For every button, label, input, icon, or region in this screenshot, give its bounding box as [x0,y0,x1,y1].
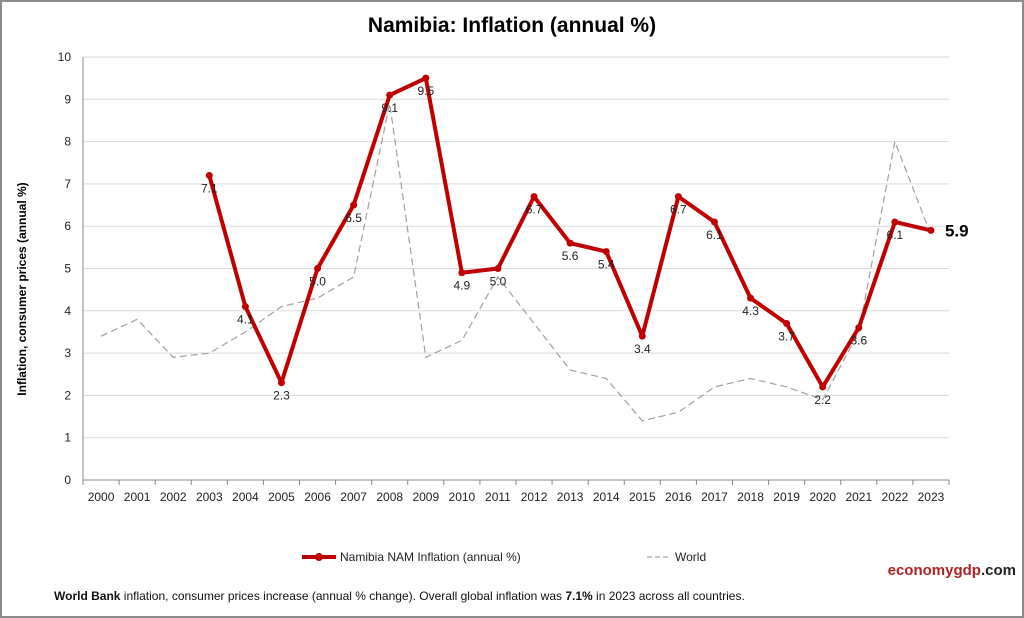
chart-title: Namibia: Inflation (annual %) [367,14,657,37]
x-tick-label: 2019 [773,490,800,504]
x-tick-label: 2003 [196,490,223,504]
data-label: 4.3 [742,304,759,318]
x-tick-label: 2021 [845,490,872,504]
data-label: 4.1 [237,313,254,327]
y-tick-label: 7 [64,177,71,191]
x-tick-label: 2010 [449,490,476,504]
namibia-point [891,218,899,226]
legend-swatch-namibia [302,553,336,561]
x-tick-label: 2011 [485,490,511,504]
y-tick-label: 2 [64,388,71,402]
namibia-point [314,265,322,272]
x-tick-label: 2022 [882,490,909,504]
y-tick-label: 5 [64,262,71,276]
namibia-point [566,239,574,247]
y-tick-label: 3 [64,346,71,360]
x-tick-label: 2005 [268,490,295,504]
namibia-point [458,269,466,277]
x-tick-label: 2017 [701,490,728,504]
namibia-point [855,324,863,332]
data-label: 6.7 [670,203,687,217]
namibia-point [205,171,213,179]
namibia-point [277,379,285,387]
data-label: 5.0 [490,275,507,289]
namibia-point [494,265,502,272]
namibia-point [638,332,646,340]
x-tick-label: 2023 [918,490,945,504]
legend-label-namibia: Namibia NAM Inflation (annual %) [340,550,521,564]
namibia-point [241,303,249,311]
y-tick-label: 0 [64,473,71,487]
data-label: 3.4 [634,342,651,356]
data-label: 2.2 [814,393,831,407]
legend-label-world: World [675,550,707,564]
data-label: 6.5 [345,211,362,225]
namibia-point [530,193,538,201]
legend-swatch-world [647,556,671,558]
x-tick-label: 2009 [412,490,439,504]
data-label: 7.1 [201,181,218,195]
data-label: 9.5 [417,84,434,98]
world-line [100,103,932,422]
x-tick-label: 2016 [665,490,692,504]
data-label: 4.9 [454,279,471,293]
x-tick-label: 2004 [232,490,259,504]
data-label: 6.1 [706,228,723,242]
brand-logo: economygdp.com [887,562,1016,579]
x-tick-label: 2012 [521,490,548,504]
y-tick-label: 1 [64,431,71,445]
namibia-point [927,226,935,234]
data-label: 2.3 [273,389,290,403]
x-tick-label: 2007 [340,490,367,504]
namibia-point [783,319,791,327]
x-tick-label: 2013 [557,490,584,504]
data-label: 5.0 [309,275,326,289]
data-label: 5.6 [562,249,579,263]
x-tick-label: 2018 [737,490,764,504]
x-tick-label: 2002 [160,490,187,504]
y-tick-label: 4 [64,304,71,318]
x-tick-label: 2020 [809,490,836,504]
namibia-point [602,248,610,256]
x-tick-label: 2015 [629,490,656,504]
data-label: 9.1 [381,101,398,115]
y-tick-label: 10 [58,50,72,64]
y-tick-label: 6 [64,219,71,233]
data-label: 5.4 [598,258,615,272]
x-tick-label: 2014 [593,490,620,504]
namibia-line [207,76,932,389]
x-tick-label: 2006 [304,490,331,504]
data-label: 6.7 [526,203,543,217]
namibia-point [710,218,718,226]
data-label: 3.7 [778,329,795,343]
namibia-point [674,193,682,201]
last-value-label: 5.9 [945,221,969,240]
y-tick-label: 8 [64,135,71,149]
plot-area: 0 1 2 3 4 5 6 7 8 9 10 2000 2001 2002 2003 2004 2005 2006… [58,50,969,504]
x-tick-label: 2000 [88,490,115,504]
x-tick-label: 2008 [376,490,403,504]
y-tick-label: 9 [64,92,71,106]
footer-note: World Bank inflation, consumer prices in… [54,589,745,603]
data-label: 6.1 [887,228,904,242]
data-label: 3.6 [850,334,867,348]
legend-item-world: World [647,550,706,564]
namibia-point [386,91,394,99]
legend-item-namibia: Namibia NAM Inflation (annual %) [302,550,521,564]
namibia-point [422,74,430,82]
x-tick-label: 2001 [124,490,151,504]
namibia-point [747,294,755,302]
namibia-point [350,201,358,209]
namibia-point [819,383,827,391]
